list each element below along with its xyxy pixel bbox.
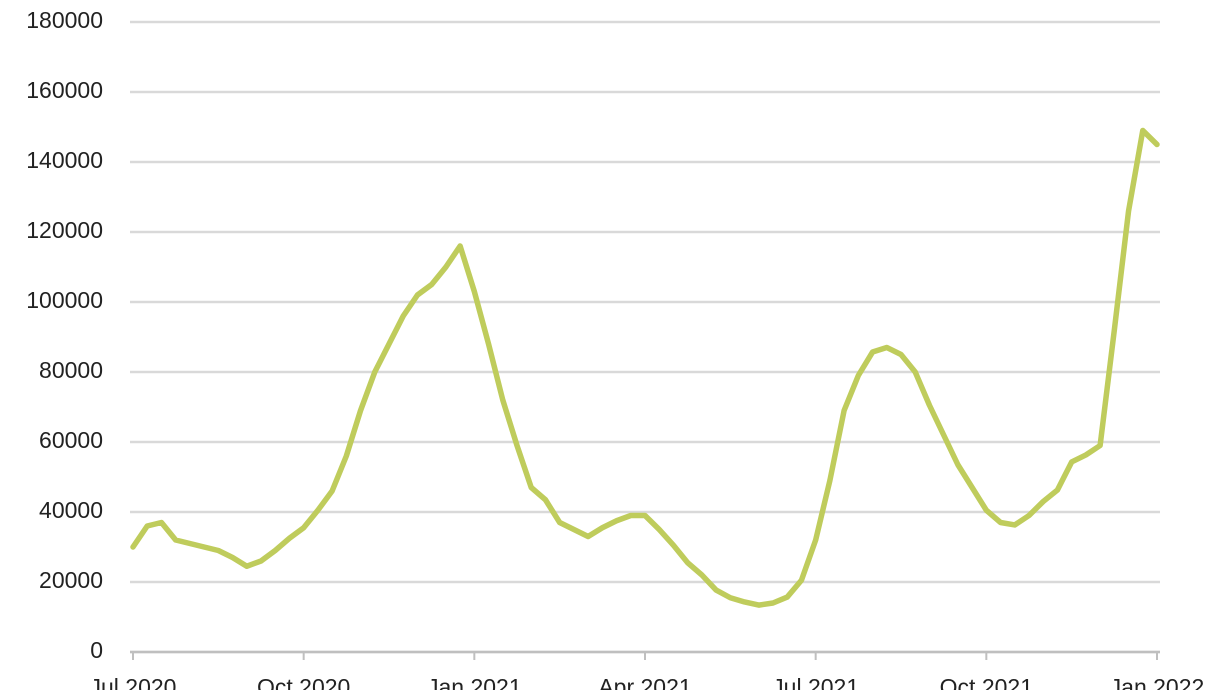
y-tick-label: 140000 <box>26 147 103 173</box>
x-tick-label: Apr 2021 <box>598 674 691 690</box>
y-tick-label: 180000 <box>26 7 103 33</box>
y-tick-label: 80000 <box>39 357 103 383</box>
y-tick-label: 100000 <box>26 287 103 313</box>
y-tick-label: 0 <box>90 637 103 663</box>
x-tick-label: Oct 2021 <box>940 674 1033 690</box>
y-tick-label: 20000 <box>39 567 103 593</box>
x-tick-label: Jan 2021 <box>427 674 522 690</box>
y-tick-label: 60000 <box>39 427 103 453</box>
x-tick-label: Oct 2020 <box>257 674 350 690</box>
data-line <box>130 127 1160 608</box>
x-tick-label: Jul 2021 <box>772 674 859 690</box>
x-tick-label: Jan 2022 <box>1110 674 1205 690</box>
y-tick-label: 40000 <box>39 497 103 523</box>
y-tick-label: 120000 <box>26 217 103 243</box>
y-tick-label: 160000 <box>26 77 103 103</box>
x-tick-label: Jul 2020 <box>90 674 177 690</box>
